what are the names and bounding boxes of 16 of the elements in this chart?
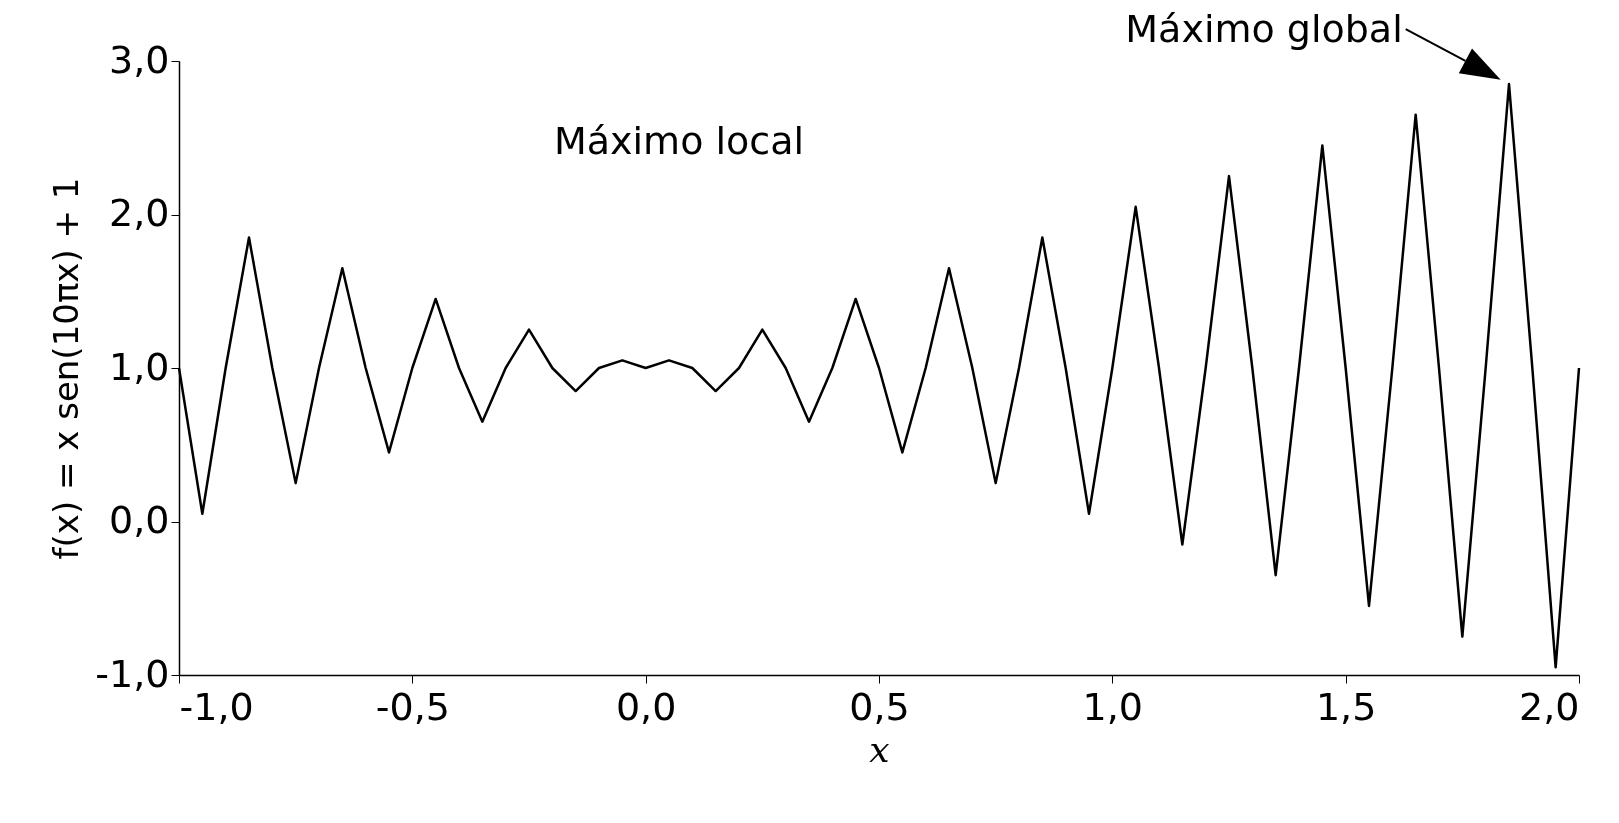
- x-axis-title: x: [869, 728, 890, 770]
- x-tick-label: -0,5: [375, 684, 450, 729]
- y-axis-title: f(x) = x sen(10πx) + 1: [46, 177, 87, 560]
- x-tick-label: 1,5: [1315, 684, 1377, 729]
- y-tick-label: 1,0: [109, 344, 170, 389]
- y-tick-label: 0,0: [109, 498, 170, 542]
- y-tick-label: 3,0: [109, 37, 170, 82]
- y-tick-label: 2,0: [109, 191, 170, 235]
- x-tick-label: 0,5: [849, 684, 910, 729]
- x-tick-label: 1,0: [1082, 684, 1144, 729]
- x-tick-label: -1,0: [179, 684, 254, 729]
- x-tick-label: 2,0: [1519, 684, 1580, 729]
- x-tick-label: 0,0: [615, 684, 677, 729]
- annotation: Máximo global: [1125, 7, 1403, 52]
- y-tick-label: -1,0: [95, 651, 170, 696]
- annotation: Máximo local: [553, 119, 805, 163]
